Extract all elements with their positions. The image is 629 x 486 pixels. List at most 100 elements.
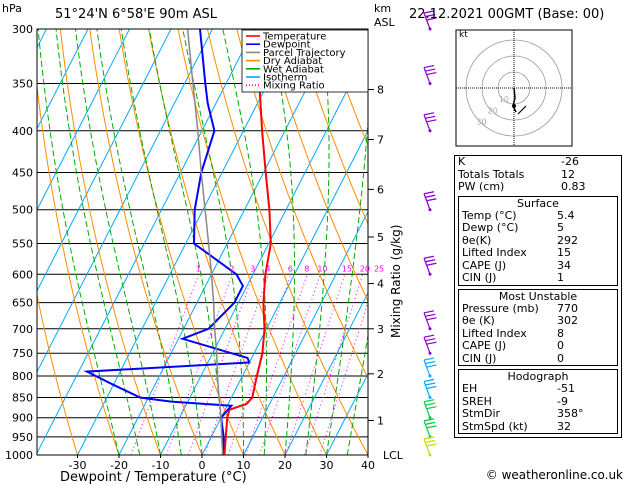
mu-value: 302 (557, 314, 578, 327)
dry-adiabat-line (37, 292, 78, 455)
mixing-ratio-tick-label: 20 (360, 264, 370, 273)
surface-row: CAPE (J) 34 (459, 259, 617, 273)
km-tick-label: 6 (377, 183, 384, 196)
x-axis-label: Dewpoint / Temperature (°C) (60, 470, 247, 485)
surface-label: Dewp (°C) (462, 221, 519, 234)
hodo-value: -51 (557, 382, 575, 395)
x-tick-label: 10 (237, 459, 251, 472)
pressure-tick-label: 550 (12, 237, 33, 250)
isotherm-line (37, 29, 255, 455)
dry-adiabat-line (295, 29, 368, 225)
dry-adiabat-line (177, 29, 327, 455)
index-row: PW (cm) 0.83 (455, 180, 621, 194)
index-label: PW (cm) (458, 180, 505, 193)
x-tick-label: 40 (361, 459, 375, 472)
indices-table: K -26 Totals Totals 12 PW (cm) 0.83 Surface… (454, 155, 622, 438)
dry-adiabat-line (37, 82, 120, 455)
mu-value: 0 (557, 351, 564, 365)
surface-value: 292 (557, 233, 578, 247)
mu-row: CAPE (J) 0 (459, 339, 617, 353)
hodograph-point (512, 104, 516, 108)
surface-row: θe(K) 292 (459, 233, 617, 248)
hodo-label: StmSpd (kt) (462, 419, 528, 433)
x-tick-label: -10 (152, 459, 170, 472)
isotherm-line (326, 372, 368, 455)
mu-label: CAPE (J) (462, 339, 507, 352)
hodo-row: SREH -9 (459, 394, 617, 409)
mixing-ratio-tick-label: 10 (317, 264, 327, 273)
wet-adiabat-line (326, 114, 368, 455)
pressure-tick-label: 600 (12, 268, 33, 281)
hodo-label: SREH (462, 394, 492, 408)
legend-box (241, 29, 369, 93)
mu-row: Lifted Index 8 (459, 326, 617, 341)
isotherm-line (77, 29, 296, 455)
pressure-tick-label: 700 (12, 323, 33, 336)
wind-barb (423, 64, 437, 86)
hodo-row: EH -51 (459, 382, 617, 396)
hodo-row: StmDir 358° (459, 407, 617, 421)
wet-adiabat-line (37, 29, 120, 455)
index-value: -26 (561, 155, 579, 168)
pressure-tick-label: 1000 (5, 449, 33, 462)
surface-value: 5 (557, 221, 564, 234)
surface-row: Dewp (°C) 5 (459, 221, 617, 235)
pressure-tick-label: 450 (12, 166, 33, 179)
legend-label: Parcel Trajectory (263, 48, 346, 59)
km-unit-label: km (374, 2, 392, 15)
hodo-value: 358° (557, 407, 584, 420)
hodograph-ring-label: 30 (476, 118, 486, 127)
pressure-tick-label: 350 (12, 78, 33, 91)
index-row: Totals Totals 12 (455, 167, 621, 182)
series-line-parcel-trajectory (186, 29, 224, 455)
location-label: 51°24'N 6°58'E 90m ASL (55, 7, 217, 22)
wind-barb (423, 418, 437, 439)
pressure-tick-label: 300 (12, 23, 33, 36)
km-tick-label: 4 (377, 278, 384, 291)
km-tick-label: 1 (377, 414, 384, 427)
x-tick-label: 0 (199, 459, 206, 472)
footer-credit: © weatheronline.co.uk (485, 468, 623, 482)
hodograph-trace (512, 87, 517, 113)
hpa-unit-label: hPa (2, 2, 22, 15)
surface-row: CIN (J) 1 (459, 271, 617, 285)
mixing-ratio-tick-label: 25 (374, 264, 384, 273)
dry-adiabat-line (236, 29, 368, 380)
surface-label: Temp (°C) (462, 208, 517, 222)
wind-barb (423, 436, 437, 457)
index-label: Totals Totals (458, 167, 525, 181)
hodograph-section: Hodograph EH -51 SREH -9 StmDir 358° StmSpd… (458, 369, 618, 434)
mixing-ratio-tick-label: 8 (304, 264, 309, 273)
hodo-row: StmSpd (kt) 32 (459, 419, 617, 434)
wet-adiabat-line (55, 29, 141, 455)
isotherm-line (37, 29, 89, 130)
legend-label: Temperature (262, 32, 326, 43)
legend-label: Dewpoint (263, 40, 311, 51)
index-label: K (458, 155, 466, 168)
chart-series (83, 29, 272, 455)
mu-label: θe (K) (462, 314, 495, 327)
pressure-tick-label: 400 (12, 125, 33, 138)
mu-value: 8 (557, 326, 564, 340)
wet-adiabat-line (120, 29, 203, 455)
wind-barb (423, 255, 437, 276)
hodo-value: -9 (557, 394, 568, 408)
series-line-dewpoint (83, 29, 251, 455)
wind-barb (423, 378, 437, 399)
wind-barb (423, 399, 437, 420)
hodograph-ring-label: 10 (499, 95, 509, 104)
dry-adiabat-line (89, 29, 203, 455)
pressure-tick-label: 750 (12, 347, 33, 360)
mixing-ratio-tick-label: 2 (229, 264, 234, 273)
mu-row: Pressure (mb) 770 (459, 302, 617, 316)
surface-label: Lifted Index (462, 246, 527, 259)
hodograph-unit-label: kt (459, 30, 468, 40)
isotherm-line (201, 129, 368, 455)
wet-adiabat-line (305, 29, 330, 455)
hodo-label: EH (462, 382, 478, 395)
most-unstable-section: Most Unstable Pressure (mb) 770 θe (K) 302… (458, 288, 618, 366)
x-tick-label: 30 (320, 459, 334, 472)
